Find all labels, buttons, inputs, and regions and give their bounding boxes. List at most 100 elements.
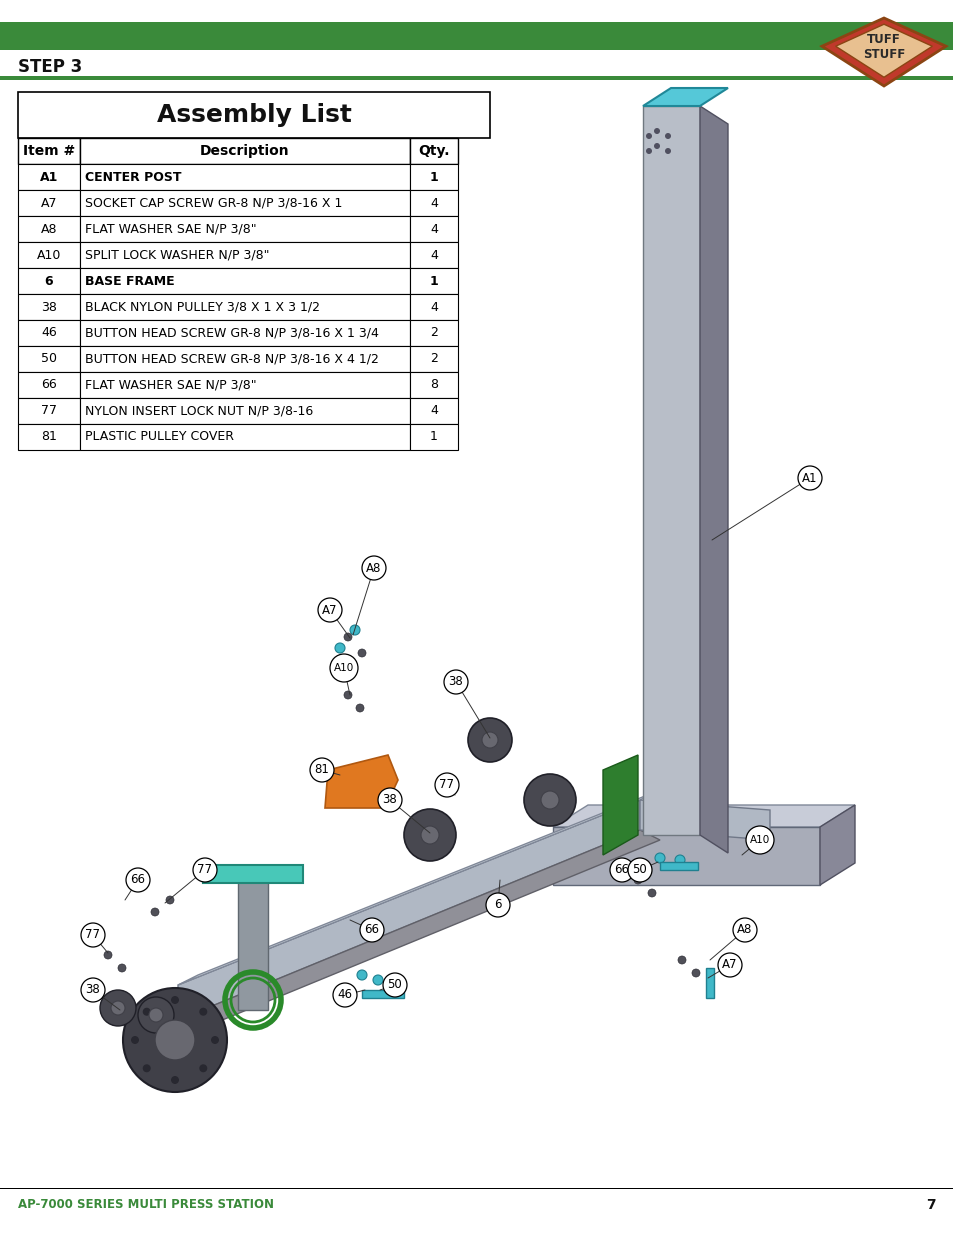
Text: 66: 66 — [614, 863, 629, 877]
Circle shape — [481, 732, 497, 748]
Text: 81: 81 — [41, 431, 57, 443]
Circle shape — [335, 643, 345, 653]
Bar — [80, 164, 410, 190]
Text: BASE FRAME: BASE FRAME — [85, 274, 174, 288]
Text: BLACK NYLON PULLEY 3/8 X 1 X 3 1/2: BLACK NYLON PULLEY 3/8 X 1 X 3 1/2 — [85, 300, 319, 314]
Text: 46: 46 — [41, 326, 57, 340]
Circle shape — [355, 704, 364, 713]
Text: 6: 6 — [45, 274, 53, 288]
Bar — [80, 320, 410, 346]
Circle shape — [359, 918, 384, 942]
Circle shape — [138, 997, 173, 1032]
Bar — [80, 190, 410, 216]
Text: 4: 4 — [430, 248, 437, 262]
Circle shape — [356, 969, 367, 981]
Circle shape — [678, 956, 685, 965]
Circle shape — [403, 809, 456, 861]
Text: SPLIT LOCK WASHER N/P 3/8": SPLIT LOCK WASHER N/P 3/8" — [85, 248, 269, 262]
Polygon shape — [639, 800, 769, 840]
Circle shape — [123, 988, 227, 1092]
Polygon shape — [835, 25, 931, 78]
Text: A7: A7 — [322, 604, 337, 616]
Text: NYLON INSERT LOCK NUT N/P 3/8-16: NYLON INSERT LOCK NUT N/P 3/8-16 — [85, 405, 313, 417]
Circle shape — [377, 788, 401, 811]
Circle shape — [609, 858, 634, 882]
Text: STUFF: STUFF — [862, 48, 904, 61]
Bar — [705, 968, 713, 998]
Bar — [410, 372, 457, 398]
Text: A1: A1 — [40, 170, 58, 184]
Bar — [410, 164, 457, 190]
Circle shape — [373, 974, 382, 986]
Polygon shape — [178, 790, 659, 986]
Bar — [553, 827, 820, 885]
Circle shape — [166, 897, 173, 904]
Circle shape — [199, 1065, 207, 1072]
Bar — [18, 424, 80, 450]
Circle shape — [655, 853, 664, 863]
Circle shape — [333, 983, 356, 1007]
Text: 77: 77 — [197, 863, 213, 877]
Bar — [410, 320, 457, 346]
Circle shape — [118, 965, 126, 972]
Bar — [80, 242, 410, 268]
Bar — [410, 190, 457, 216]
Bar — [410, 138, 457, 164]
Polygon shape — [700, 106, 727, 853]
Text: 81: 81 — [314, 763, 329, 777]
Bar — [80, 138, 410, 164]
Circle shape — [143, 1065, 151, 1072]
Polygon shape — [325, 755, 397, 808]
Text: A8: A8 — [737, 924, 752, 936]
Text: 2: 2 — [430, 326, 437, 340]
Circle shape — [330, 655, 357, 682]
Text: 38: 38 — [448, 676, 463, 688]
Circle shape — [647, 889, 656, 897]
Bar — [80, 294, 410, 320]
Bar — [80, 346, 410, 372]
Bar — [18, 398, 80, 424]
Bar — [410, 424, 457, 450]
Text: 50: 50 — [632, 863, 647, 877]
Text: A10: A10 — [749, 835, 769, 845]
Text: 66: 66 — [131, 873, 146, 887]
Circle shape — [523, 774, 576, 826]
Circle shape — [310, 758, 334, 782]
Circle shape — [193, 858, 216, 882]
Text: A7: A7 — [721, 958, 737, 972]
Bar — [237, 869, 268, 1010]
Circle shape — [664, 133, 670, 140]
Text: 38: 38 — [382, 794, 397, 806]
Bar — [0, 22, 953, 49]
Circle shape — [443, 671, 468, 694]
Circle shape — [111, 1002, 125, 1015]
Text: A7: A7 — [41, 196, 57, 210]
Text: 8: 8 — [430, 378, 437, 391]
Text: 50: 50 — [41, 352, 57, 366]
Circle shape — [485, 893, 510, 918]
Bar — [361, 990, 403, 998]
Polygon shape — [178, 800, 639, 1020]
Circle shape — [100, 990, 136, 1026]
Circle shape — [435, 773, 458, 797]
Circle shape — [468, 718, 512, 762]
Circle shape — [540, 790, 558, 809]
Circle shape — [357, 650, 366, 657]
Text: PLASTIC PULLEY COVER: PLASTIC PULLEY COVER — [85, 431, 233, 443]
Text: AP-7000 SERIES MULTI PRESS STATION: AP-7000 SERIES MULTI PRESS STATION — [18, 1198, 274, 1212]
Bar — [18, 190, 80, 216]
Circle shape — [199, 1008, 207, 1015]
Text: Description: Description — [200, 144, 290, 158]
Bar — [80, 398, 410, 424]
Circle shape — [344, 692, 352, 699]
Circle shape — [732, 918, 757, 942]
Circle shape — [211, 1036, 219, 1044]
Bar — [659, 862, 698, 869]
Bar — [18, 138, 80, 164]
Circle shape — [675, 855, 684, 864]
Bar — [642, 106, 700, 835]
Bar — [80, 372, 410, 398]
Circle shape — [797, 466, 821, 490]
Circle shape — [645, 133, 651, 140]
Bar — [18, 372, 80, 398]
